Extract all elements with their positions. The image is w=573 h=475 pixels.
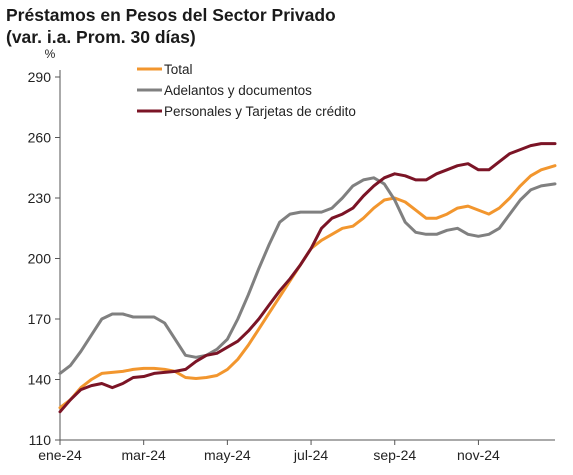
legend-label-total: Total: [164, 62, 193, 77]
x-tick-label: sep-24: [373, 447, 416, 463]
y-tick-label: 140: [28, 372, 52, 388]
legend: Total Adelantos y documentos Personales y …: [137, 62, 356, 119]
y-tick-label: 170: [28, 311, 52, 327]
x-tick-label: may-24: [204, 447, 251, 463]
x-axis: ene-24 mar-24 may-24 jul-24 sep-24 nov-24: [38, 439, 555, 463]
series-line-total: [58, 164, 557, 410]
series-line-adelantos-y-documentos: [58, 176, 557, 375]
y-tick-label: 200: [28, 251, 52, 267]
chart-title-line-2: (var. i.a. Prom. 30 días): [6, 27, 196, 47]
x-tick-label: ene-24: [38, 447, 82, 463]
y-tick-label: 260: [28, 130, 52, 146]
y-tick-label: 230: [28, 190, 52, 206]
y-tick-label: 290: [28, 69, 52, 85]
y-axis: 110 140 170 200 230 260 290: [28, 69, 61, 448]
x-tick-label: jul-24: [293, 447, 328, 463]
series-layer: [58, 142, 557, 414]
x-tick-label: mar-24: [122, 447, 167, 463]
chart-title-line-1: Préstamos en Pesos del Sector Privado: [6, 5, 336, 25]
chart-title: Préstamos en Pesos del Sector Privado (v…: [6, 4, 336, 48]
series-line-personales-y-tarjetas-de-credito: [58, 142, 557, 414]
x-tick-label: nov-24: [457, 447, 500, 463]
legend-label-adelantos-y-documentos: Adelantos y documentos: [164, 83, 312, 98]
y-unit-label: %: [45, 47, 56, 61]
legend-label-personales-y-tarjetas-de-credito: Personales y Tarjetas de crédito: [164, 104, 356, 119]
y-tick-label: 110: [29, 432, 52, 448]
